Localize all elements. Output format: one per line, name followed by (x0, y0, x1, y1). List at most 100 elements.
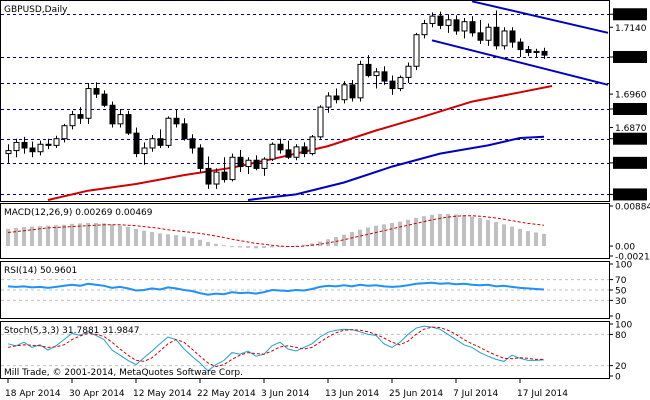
macd-histogram-bar (414, 217, 418, 247)
indicator-tick-label: 0 (615, 373, 621, 383)
macd-histogram-bar (102, 223, 106, 247)
macd-histogram-bar (46, 225, 50, 247)
price-tick-label: 1.6870 (615, 124, 647, 134)
macd-histogram-bar (166, 234, 170, 247)
indicator-tick-label: 70 (615, 276, 627, 286)
macd-histogram-bar (150, 232, 154, 247)
candle-body (21, 141, 28, 149)
candle-body (445, 19, 452, 26)
macd-histogram-bar (158, 233, 162, 247)
candle-body (5, 150, 12, 155)
price-level-tag (613, 156, 647, 169)
stoch-pane-title: Stoch(5,3,3) 31.7881 31.9847 (4, 326, 139, 336)
macd-histogram-bar (542, 233, 546, 247)
macd-histogram-bar (118, 225, 122, 247)
candles (5, 10, 548, 189)
time-tick-label: 7 Jul 2014 (453, 389, 498, 399)
candle-body (69, 114, 76, 127)
indicator-tick-label: 30 (615, 297, 627, 307)
macd-histogram-bar (534, 232, 538, 247)
candle-body (325, 95, 332, 108)
macd-histogram-bar (94, 222, 98, 247)
candle-body (293, 146, 300, 158)
candle-body (501, 30, 508, 47)
candle-body (173, 117, 180, 125)
macd-histogram-bar (14, 227, 18, 247)
candle-body (517, 41, 524, 51)
candle-body (413, 34, 420, 67)
time-tick-label: 30 Apr 2014 (69, 389, 125, 399)
candle-body (245, 159, 252, 168)
macd-histogram-bar (446, 213, 450, 247)
macd-histogram-bar (110, 224, 114, 247)
macd-histogram-bar (438, 213, 442, 247)
macd-histogram-bar (30, 226, 34, 247)
price-tick-label: 1.7140 (615, 24, 647, 34)
candle-body (85, 88, 92, 119)
candle-body (533, 50, 540, 54)
macd-histogram-bar (422, 216, 426, 247)
candle-body (205, 167, 212, 185)
macd-histogram-bar (214, 243, 218, 247)
macd-histogram-bar (382, 224, 386, 247)
channel-upper-line (471, 0, 609, 34)
candle-body (13, 141, 20, 152)
candle-body (333, 95, 340, 101)
indicator-tick-label: 0.00884 (615, 203, 650, 213)
candle-body (269, 143, 276, 160)
candle-body (309, 136, 316, 155)
candle-body (437, 15, 444, 26)
candle-body (101, 93, 108, 106)
macd-histogram-bar (342, 234, 346, 247)
macd-histogram-bar (174, 235, 178, 247)
macd-histogram-bar (494, 222, 498, 247)
macd-histogram-bar (518, 228, 522, 247)
price-tick-label: 1.6960 (615, 91, 647, 101)
candle-body (77, 114, 84, 119)
macd-histogram-bar (278, 246, 282, 248)
indicator-tick-label: 50 (615, 287, 627, 297)
macd-histogram-bar (374, 225, 378, 247)
candle-body (117, 114, 124, 125)
macd-histogram-bar (350, 232, 354, 247)
macd-histogram-bar (142, 230, 146, 247)
macd-pane-frame (0, 203, 610, 259)
candle-body (37, 143, 44, 153)
candle-body (285, 149, 292, 158)
macd-histogram-bar (78, 223, 82, 247)
time-tick-label: 18 Apr 2014 (5, 389, 61, 399)
rsi-line (7, 281, 545, 296)
macd-histogram-bar (462, 215, 466, 247)
price-pane-title: GBPUSD,Daily (4, 5, 68, 15)
macd-histogram-bar (366, 227, 370, 247)
macd-histogram-bar (398, 221, 402, 247)
price-pane-frame (0, 0, 610, 202)
candle-body (45, 143, 52, 146)
macd-histogram-bar (318, 241, 322, 247)
macd-signal-line (7, 215, 545, 247)
time-tick-label: 17 Jul 2014 (517, 389, 568, 399)
macd-histogram-bar (358, 229, 362, 247)
price-tick-label: 1.6920 (615, 105, 647, 115)
macd-histogram-bar (38, 226, 42, 247)
macd-histogram-bar (254, 246, 258, 249)
macd-histogram-bar (510, 226, 514, 247)
candle-body (197, 147, 204, 169)
candle-body (109, 104, 116, 125)
candle-body (157, 138, 164, 146)
macd-histogram-bar (478, 217, 482, 247)
macd-histogram-bar (182, 236, 186, 247)
candle-body (149, 138, 156, 149)
candle-body (141, 147, 148, 155)
macd-histogram-bar (390, 222, 394, 247)
macd-histogram-bar (54, 225, 58, 247)
candle-body (373, 71, 380, 77)
time-tick-label: 25 Jun 2014 (389, 389, 443, 399)
macd-histogram-bar (502, 224, 506, 247)
macd-histogram-bar (262, 246, 266, 248)
candle-body (261, 158, 268, 169)
macd-histogram-bar (62, 224, 66, 247)
time-tick-label: 13 Jun 2014 (325, 389, 379, 399)
candle-body (421, 23, 428, 36)
